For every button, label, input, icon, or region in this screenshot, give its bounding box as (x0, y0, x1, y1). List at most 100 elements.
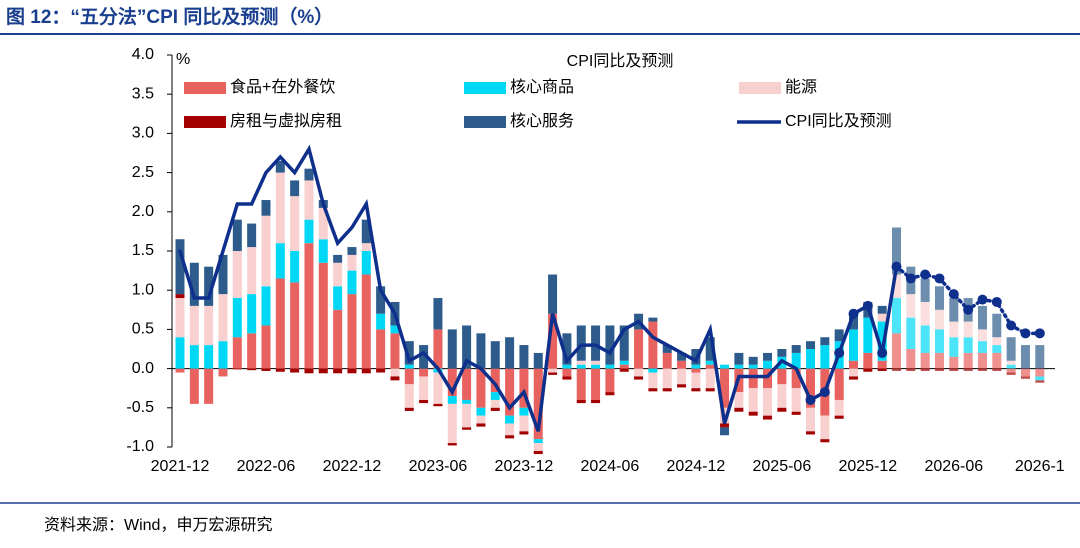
bar-segment (433, 372, 443, 404)
bar-segment (834, 415, 844, 419)
bar-segment (576, 368, 586, 400)
cpi-marker (834, 347, 845, 358)
bar-segment (333, 368, 343, 374)
bar-segment (605, 364, 615, 369)
bar-segment (290, 282, 300, 369)
bar-segment (275, 278, 285, 369)
bar-segment (834, 329, 844, 342)
bar-segment (949, 337, 959, 357)
bar-segment (877, 368, 887, 371)
bar-segment (806, 407, 816, 432)
bar-segment (619, 368, 629, 372)
bar-segment (533, 352, 543, 369)
bar-segment (605, 392, 615, 396)
bar-segment (591, 364, 601, 369)
bar-segment (605, 368, 615, 393)
bar-segment (992, 337, 1002, 346)
bar-segment (963, 337, 973, 353)
legend-swatch (184, 116, 226, 128)
bar-segment (977, 329, 987, 342)
bar-segment (720, 427, 730, 436)
bar-segment (1020, 376, 1030, 379)
bar-segment (648, 388, 658, 392)
bar-segment (920, 278, 930, 302)
bar-segment (748, 388, 758, 412)
bar-segment (333, 254, 343, 263)
y-tick-label: 2.5 (132, 164, 154, 181)
bar-segment (677, 360, 687, 369)
bar-segment (218, 341, 228, 369)
bar-segment (390, 325, 400, 334)
bar-segment (720, 368, 730, 408)
bar-segment (548, 368, 558, 373)
bar-segment (992, 345, 1002, 353)
bar-segment (218, 368, 228, 377)
bar-segment (247, 368, 257, 371)
bar-segment (247, 333, 257, 369)
bar-segment (333, 309, 343, 369)
bar-segment (462, 325, 472, 369)
bar-segment (361, 368, 371, 374)
bar-segment (347, 368, 357, 374)
bar-segment (906, 368, 916, 371)
legend-label: 房租与虚拟房租 (230, 112, 342, 130)
bar-segment (304, 243, 314, 369)
bar-segment (261, 368, 271, 371)
y-tick-label: -0.5 (126, 399, 154, 416)
cpi-marker (1034, 328, 1045, 339)
bar-segment (605, 325, 615, 365)
bar-segment (863, 317, 873, 353)
bar-segment (404, 384, 414, 408)
bar-segment (390, 333, 400, 369)
y-tick-label: 1.5 (132, 242, 154, 259)
bar-segment (247, 247, 257, 295)
y-tick-label: 0.0 (132, 360, 154, 377)
bar-segment (318, 368, 328, 374)
bar-segment (232, 219, 242, 251)
bar-segment (949, 356, 959, 369)
bar-segment (576, 364, 586, 369)
bar-segment (318, 239, 328, 263)
cpi-marker (963, 304, 974, 315)
bar-segment (834, 399, 844, 416)
bar-segment (462, 368, 472, 400)
bar-segment (877, 321, 887, 361)
bar-segment (791, 345, 801, 353)
bar-segment (777, 368, 787, 385)
chart-title: 图 12：“五分法”CPI 同比及预测（%） (6, 5, 333, 28)
bar-segment (820, 345, 830, 369)
bar-segment (977, 352, 987, 369)
bar-segment (376, 286, 386, 314)
bar-segment (576, 325, 586, 361)
bar-segment (347, 294, 357, 369)
bar-segment (419, 368, 429, 377)
bar-segment (820, 415, 830, 440)
bar-segment (849, 329, 859, 361)
x-tick-label: 2024-12 (667, 458, 726, 475)
legend-swatch (464, 116, 506, 128)
bar-segment (275, 368, 285, 372)
bar-segment (304, 168, 314, 181)
bar-segment (204, 368, 214, 404)
bar-segment (720, 423, 730, 428)
bar-segment (963, 321, 973, 338)
legend-swatch (464, 82, 506, 94)
x-tick-label: 2026-06 (924, 458, 983, 475)
y-tick-label: 4.0 (132, 46, 154, 63)
bar-segment (662, 352, 672, 369)
bar-segment (920, 352, 930, 369)
bar-segment (806, 431, 816, 435)
cpi-marker (819, 387, 830, 398)
bar-segment (648, 372, 658, 389)
bar-segment (1020, 345, 1030, 369)
bar-segment (977, 305, 987, 330)
bar-segment (318, 262, 328, 369)
bar-segment (806, 368, 816, 408)
bar-segment (1006, 360, 1016, 365)
x-tick-label: 2021-12 (151, 458, 210, 475)
bar-segment (189, 305, 199, 346)
bar-segment (892, 227, 901, 275)
bar-segment (519, 368, 529, 408)
y-unit: % (176, 51, 190, 68)
